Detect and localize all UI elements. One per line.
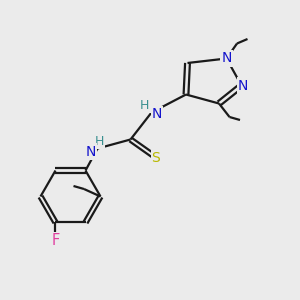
Text: S: S bbox=[152, 151, 160, 164]
Text: N: N bbox=[238, 79, 248, 92]
Text: F: F bbox=[51, 233, 60, 248]
Text: N: N bbox=[221, 52, 232, 65]
Text: H: H bbox=[140, 99, 150, 112]
Text: N: N bbox=[152, 107, 162, 121]
Text: N: N bbox=[86, 145, 96, 158]
Text: H: H bbox=[94, 135, 104, 148]
